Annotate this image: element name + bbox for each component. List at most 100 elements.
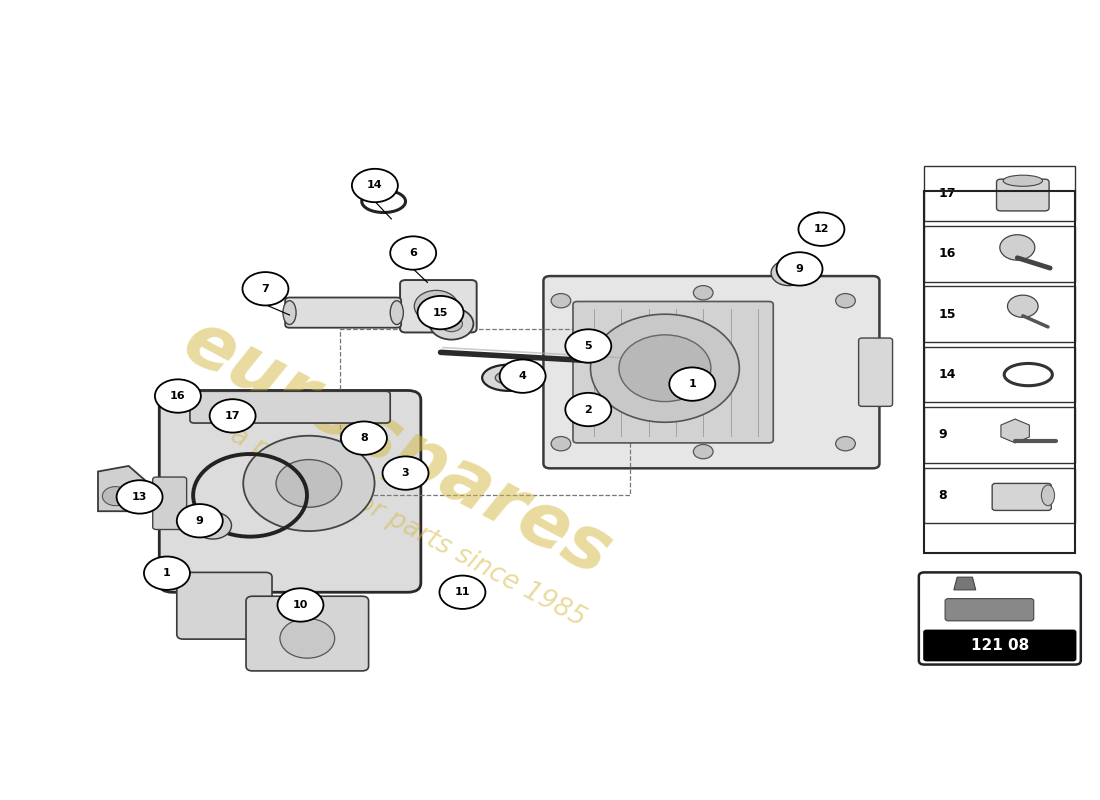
Circle shape [799, 213, 845, 246]
Text: 4: 4 [519, 371, 527, 381]
Text: eurospares: eurospares [170, 304, 624, 591]
Text: 3: 3 [402, 468, 409, 478]
Text: 2: 2 [584, 405, 592, 414]
Circle shape [591, 314, 739, 422]
FancyBboxPatch shape [285, 298, 402, 328]
Circle shape [205, 519, 222, 532]
Text: 17: 17 [938, 187, 956, 200]
FancyBboxPatch shape [153, 477, 187, 530]
Circle shape [242, 272, 288, 306]
FancyBboxPatch shape [997, 179, 1049, 211]
FancyBboxPatch shape [992, 483, 1052, 510]
Text: 9: 9 [196, 516, 204, 526]
Text: 15: 15 [938, 308, 956, 321]
Circle shape [243, 436, 375, 531]
Circle shape [155, 379, 201, 413]
Circle shape [551, 294, 571, 308]
Polygon shape [954, 577, 976, 590]
FancyBboxPatch shape [177, 572, 272, 639]
Text: 10: 10 [293, 600, 308, 610]
Circle shape [693, 286, 713, 300]
Circle shape [210, 399, 255, 433]
Polygon shape [1001, 419, 1030, 443]
Circle shape [102, 486, 129, 506]
Ellipse shape [283, 301, 296, 325]
Circle shape [352, 169, 398, 202]
Circle shape [836, 294, 856, 308]
Text: 1: 1 [689, 379, 696, 389]
Circle shape [117, 480, 163, 514]
Circle shape [277, 588, 323, 622]
Text: 8: 8 [360, 433, 367, 443]
Text: 15: 15 [433, 308, 448, 318]
Circle shape [418, 296, 463, 330]
Text: 12: 12 [814, 224, 829, 234]
FancyBboxPatch shape [918, 572, 1081, 665]
Text: 11: 11 [454, 587, 470, 598]
Circle shape [390, 236, 437, 270]
Text: 9: 9 [795, 264, 803, 274]
Circle shape [565, 393, 612, 426]
FancyBboxPatch shape [945, 598, 1034, 621]
FancyBboxPatch shape [246, 596, 368, 671]
Circle shape [1000, 234, 1035, 260]
Circle shape [551, 437, 571, 451]
Bar [924, 407, 1076, 462]
Circle shape [276, 459, 342, 507]
Circle shape [341, 422, 387, 455]
Circle shape [415, 290, 458, 322]
Circle shape [780, 266, 798, 279]
Circle shape [1008, 295, 1038, 318]
Text: 9: 9 [938, 429, 947, 442]
Text: 13: 13 [132, 492, 147, 502]
Circle shape [440, 575, 485, 609]
Bar [340, 329, 630, 495]
Circle shape [177, 504, 223, 538]
FancyBboxPatch shape [859, 338, 892, 406]
Ellipse shape [390, 301, 404, 325]
FancyBboxPatch shape [160, 390, 421, 592]
Text: 14: 14 [367, 181, 383, 190]
Ellipse shape [482, 365, 535, 391]
Text: 1: 1 [163, 568, 170, 578]
Polygon shape [98, 466, 151, 511]
Circle shape [669, 367, 715, 401]
FancyBboxPatch shape [400, 280, 476, 333]
Circle shape [430, 308, 473, 340]
Bar [924, 467, 1076, 523]
Text: a passion for parts since 1985: a passion for parts since 1985 [226, 422, 590, 632]
FancyBboxPatch shape [543, 276, 879, 468]
Circle shape [279, 618, 334, 658]
Circle shape [383, 457, 429, 490]
Text: 17: 17 [224, 411, 241, 421]
Text: 7: 7 [262, 284, 270, 294]
Bar [924, 166, 1076, 222]
Circle shape [144, 557, 190, 590]
Circle shape [836, 437, 856, 451]
Ellipse shape [1003, 175, 1043, 186]
Circle shape [441, 316, 462, 332]
FancyBboxPatch shape [573, 302, 773, 443]
Polygon shape [804, 212, 824, 237]
Text: 6: 6 [409, 248, 417, 258]
Bar [924, 191, 1076, 554]
Text: 5: 5 [584, 341, 592, 351]
Text: 121 08: 121 08 [970, 638, 1028, 653]
Circle shape [499, 359, 546, 393]
Bar [924, 286, 1076, 342]
Circle shape [777, 252, 823, 286]
Ellipse shape [495, 371, 521, 384]
Circle shape [565, 330, 612, 362]
Text: 14: 14 [938, 368, 956, 381]
Circle shape [693, 445, 713, 458]
Circle shape [619, 335, 711, 402]
Circle shape [771, 260, 806, 286]
Bar [924, 346, 1076, 402]
Text: 16: 16 [170, 391, 186, 401]
Circle shape [195, 512, 231, 539]
FancyBboxPatch shape [190, 391, 390, 423]
Ellipse shape [1042, 485, 1055, 506]
Bar [924, 226, 1076, 282]
FancyBboxPatch shape [923, 630, 1077, 662]
Text: 8: 8 [938, 489, 947, 502]
